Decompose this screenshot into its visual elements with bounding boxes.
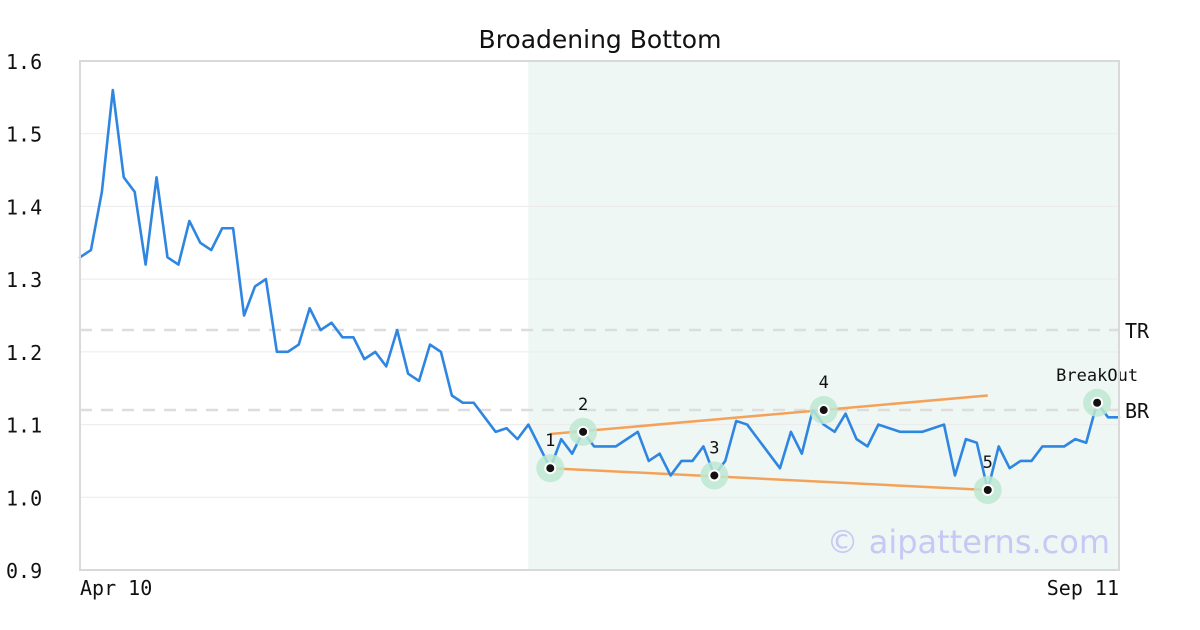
point-marker-1: [544, 462, 557, 475]
point-label-3: 3: [709, 438, 719, 458]
y-tick-label: 0.9: [6, 559, 42, 583]
plot-frame: [79, 60, 1120, 571]
lower-trend-line: [550, 466, 988, 492]
point-marker-3: [708, 469, 721, 482]
price-line: [78, 88, 1121, 492]
x-tick-label: Sep 11: [1047, 576, 1119, 600]
y-tick-label: 1.1: [6, 414, 42, 438]
y-tick-label: 1.3: [6, 268, 42, 292]
point-label-1: 1: [545, 431, 555, 451]
pattern-highlight-region: [528, 61, 1119, 570]
background-layer: [528, 61, 1119, 570]
y-tick-label: 1.6: [6, 50, 42, 74]
point-label-4: 4: [819, 373, 829, 393]
upper-trend-line: [550, 394, 988, 436]
reference-label-br: BR: [1125, 399, 1150, 423]
chart-title: Broadening Bottom: [479, 25, 722, 54]
point-marker-4: [817, 404, 830, 417]
y-tick-label: 1.4: [6, 195, 42, 219]
point-marker-5: [981, 484, 994, 497]
price-layer: [78, 88, 1121, 492]
y-tick-label: 1.2: [6, 341, 42, 365]
pattern-points-layer: 1 2 3 4 5 BreakOut: [536, 366, 1138, 505]
point-label-5: 5: [983, 453, 993, 473]
y-tick-label: 1.5: [6, 123, 42, 147]
point-marker-breakout: [1091, 396, 1104, 409]
grid-layer: [80, 60, 1119, 571]
x-tick-label: Apr 10: [80, 576, 152, 600]
trend-lines-layer: [550, 394, 988, 492]
reference-lines-layer: TR BR: [80, 319, 1150, 423]
point-marker-2: [577, 425, 590, 438]
point-label-breakout: BreakOut: [1056, 366, 1138, 386]
axes-layer: 0.9 1.0 1.1 1.2 1.3 1.4 1.5 1.6 Apr 10 Sep 11: [6, 50, 1120, 600]
reference-label-tr: TR: [1125, 319, 1150, 343]
watermark-text: © aipatterns.com: [827, 523, 1110, 561]
y-tick-label: 1.0: [6, 486, 42, 510]
point-label-2: 2: [578, 395, 588, 415]
